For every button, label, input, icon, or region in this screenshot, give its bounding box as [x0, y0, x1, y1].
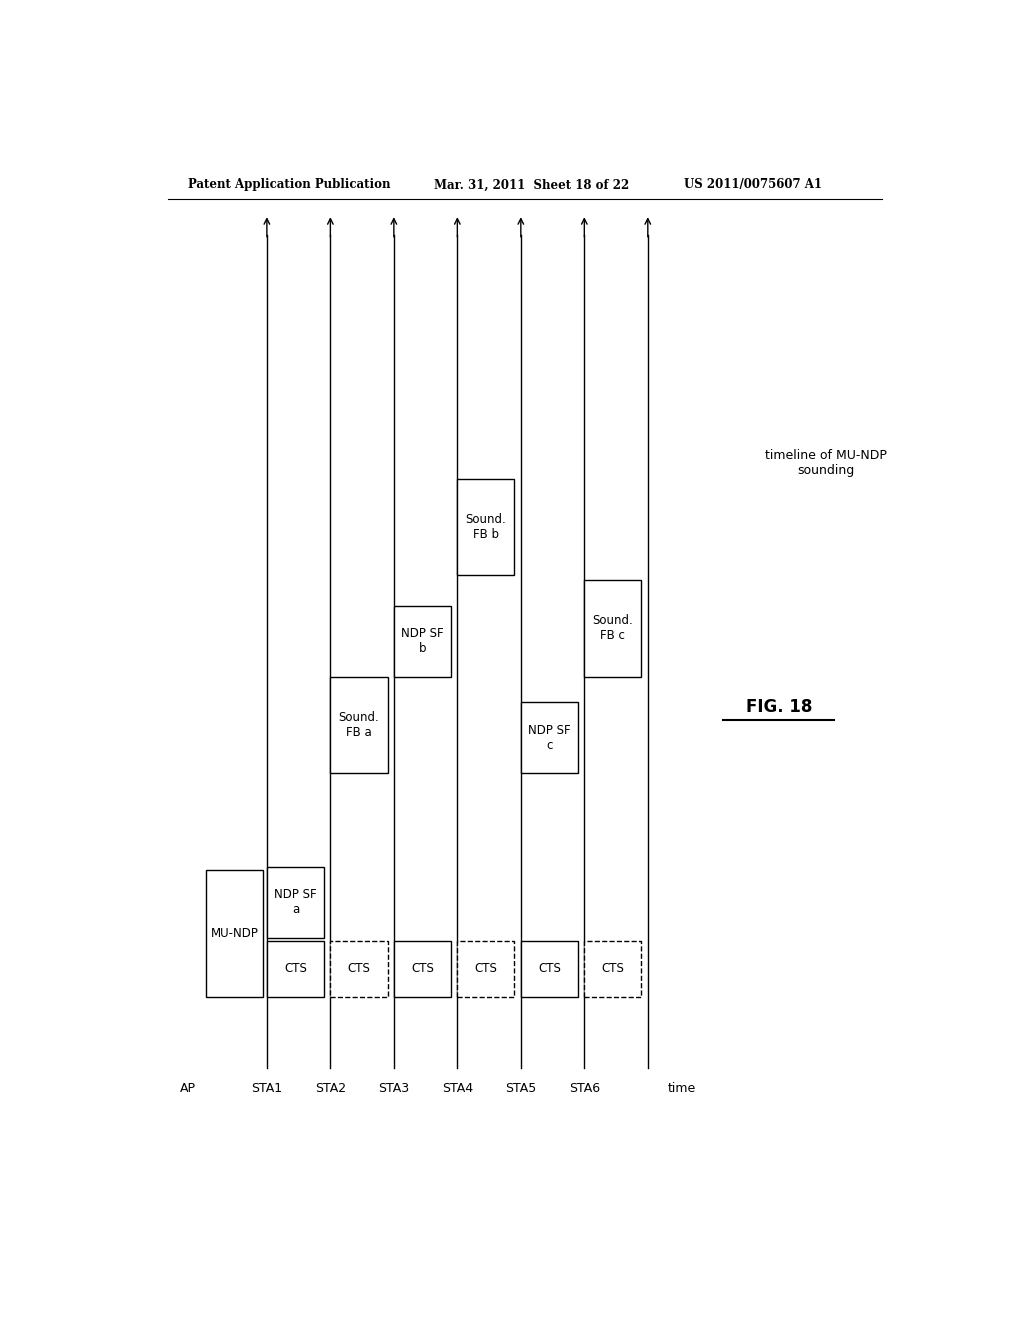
Bar	[267, 867, 324, 939]
Text: Sound.
FB b: Sound. FB b	[466, 513, 506, 541]
Text: Sound.
FB a: Sound. FB a	[339, 711, 379, 739]
Text: CTS: CTS	[538, 962, 561, 975]
Bar	[458, 479, 514, 576]
Bar	[458, 941, 514, 997]
Bar	[394, 606, 451, 677]
Text: timeline of MU-NDP
sounding: timeline of MU-NDP sounding	[765, 449, 888, 478]
Text: CTS: CTS	[474, 962, 498, 975]
Bar	[331, 941, 387, 997]
Text: STA2: STA2	[314, 1082, 346, 1094]
Bar	[585, 581, 641, 677]
Bar	[331, 677, 387, 774]
Text: US 2011/0075607 A1: US 2011/0075607 A1	[684, 178, 821, 191]
Text: Patent Application Publication: Patent Application Publication	[187, 178, 390, 191]
Bar	[585, 941, 641, 997]
Text: AP: AP	[179, 1082, 196, 1094]
Text: FIG. 18: FIG. 18	[745, 698, 812, 717]
Text: STA5: STA5	[505, 1082, 537, 1094]
Text: STA1: STA1	[251, 1082, 283, 1094]
Bar	[206, 870, 263, 997]
Text: Mar. 31, 2011  Sheet 18 of 22: Mar. 31, 2011 Sheet 18 of 22	[433, 178, 629, 191]
Text: NDP SF
c: NDP SF c	[528, 723, 570, 752]
Bar	[394, 941, 451, 997]
Text: STA4: STA4	[441, 1082, 473, 1094]
Text: STA3: STA3	[378, 1082, 410, 1094]
Text: time: time	[668, 1082, 696, 1094]
Text: CTS: CTS	[284, 962, 307, 975]
Text: MU-NDP: MU-NDP	[210, 927, 258, 940]
Bar	[521, 941, 578, 997]
Text: NDP SF
b: NDP SF b	[401, 627, 443, 655]
Text: STA6: STA6	[568, 1082, 600, 1094]
Bar	[521, 702, 578, 774]
Text: NDP SF
a: NDP SF a	[274, 888, 316, 916]
Text: Sound.
FB c: Sound. FB c	[593, 615, 633, 643]
Text: CTS: CTS	[347, 962, 371, 975]
Bar	[267, 941, 324, 997]
Text: CTS: CTS	[411, 962, 434, 975]
Text: CTS: CTS	[601, 962, 625, 975]
